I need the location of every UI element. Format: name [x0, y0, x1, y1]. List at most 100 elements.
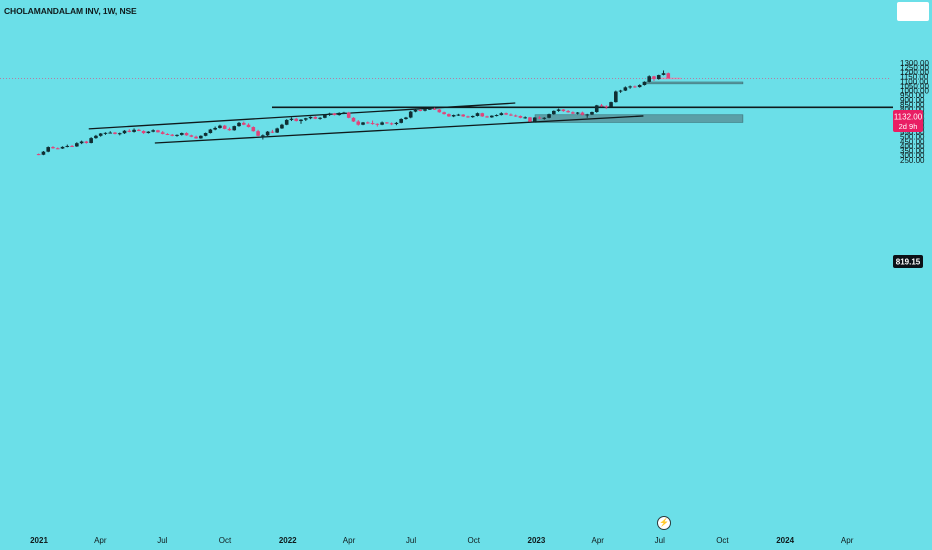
candle-body — [308, 116, 313, 119]
candle — [323, 114, 327, 119]
x-tick-label: Jul — [655, 536, 665, 545]
y-tick-label: 450.00 — [900, 137, 925, 146]
candle — [561, 109, 566, 112]
candle-body — [528, 117, 532, 122]
candle-body — [156, 130, 160, 133]
candle-body — [556, 109, 561, 111]
candle-body — [284, 119, 289, 125]
candle — [151, 129, 155, 133]
candle — [98, 133, 103, 137]
candle — [208, 128, 213, 134]
candle-body — [614, 91, 618, 103]
candle-body — [456, 114, 461, 116]
candle-body — [84, 141, 89, 144]
candle — [46, 146, 51, 153]
candle — [456, 113, 461, 116]
candle — [485, 115, 489, 118]
candle — [618, 89, 623, 93]
candle — [470, 115, 475, 118]
candle-body — [633, 86, 637, 88]
candle — [122, 130, 127, 134]
channel-line-upper — [88, 102, 516, 130]
candle — [327, 112, 332, 116]
x-tick-label: Apr — [94, 536, 107, 545]
candle — [418, 109, 423, 112]
x-tick-label: Apr — [343, 536, 356, 545]
candle — [265, 131, 270, 136]
candle — [313, 116, 318, 120]
candle — [647, 75, 652, 83]
candle — [513, 114, 518, 117]
candle — [389, 122, 394, 126]
candle — [346, 111, 351, 119]
candle — [361, 121, 365, 126]
badge-layer: 1132.00 2d 9h 819.15 — [893, 110, 923, 268]
candle — [499, 112, 504, 116]
candle-body — [70, 145, 74, 147]
x-tick-label: Oct — [219, 536, 232, 545]
x-tick-label: 2022 — [279, 536, 297, 545]
candle — [447, 113, 451, 117]
candle-body — [647, 76, 652, 82]
candle — [542, 117, 547, 120]
candle — [451, 114, 456, 118]
x-tick-label: 2021 — [30, 536, 48, 545]
candle-body — [113, 132, 117, 134]
candle-body — [504, 113, 508, 115]
candle — [413, 109, 418, 113]
candle — [218, 124, 222, 129]
candle-body — [652, 76, 656, 80]
candle — [89, 137, 93, 144]
candle-body — [656, 75, 661, 80]
x-tick-label: Oct — [716, 536, 729, 545]
candle — [79, 140, 84, 145]
candle — [284, 119, 289, 126]
bolt-icon[interactable]: ⚡ — [657, 516, 671, 530]
candle-body — [179, 133, 184, 135]
candle-body — [609, 102, 613, 107]
line-layer — [0, 78, 893, 144]
candle-body — [327, 113, 332, 115]
candle-body — [137, 129, 141, 132]
candle-body — [628, 86, 632, 88]
candle — [108, 131, 113, 134]
candle — [614, 90, 618, 103]
candle — [256, 129, 260, 137]
candle — [666, 72, 671, 79]
candle-body — [60, 146, 65, 149]
candle — [575, 111, 580, 115]
candle — [437, 109, 442, 113]
top-right-widget[interactable] — [897, 2, 929, 21]
candle-body — [127, 130, 132, 132]
candle — [656, 74, 661, 80]
candle-body — [246, 124, 251, 128]
candle-body — [303, 118, 308, 120]
candle-body — [184, 133, 189, 136]
candle-body — [232, 126, 237, 131]
candle — [427, 108, 432, 110]
candle — [146, 131, 151, 134]
candle — [652, 75, 656, 81]
x-tick-label: Jul — [406, 536, 416, 545]
candle-body — [342, 112, 346, 114]
last-price-value: 1132.00 — [894, 113, 923, 122]
candle — [203, 132, 208, 137]
candle-body — [380, 122, 384, 125]
candle — [556, 108, 561, 112]
y-tick-label: 1200.00 — [900, 68, 929, 77]
candle-body — [418, 109, 423, 111]
candle — [547, 113, 551, 119]
candle — [423, 108, 427, 112]
candle-body — [275, 128, 279, 133]
candle — [461, 114, 465, 117]
candle — [51, 146, 55, 149]
candle-body — [256, 131, 260, 136]
candle-body — [361, 122, 365, 125]
candle-body — [55, 148, 60, 150]
candle-body — [389, 123, 394, 125]
candle — [628, 85, 632, 89]
candle-body — [637, 85, 642, 88]
candle-body — [494, 115, 499, 117]
